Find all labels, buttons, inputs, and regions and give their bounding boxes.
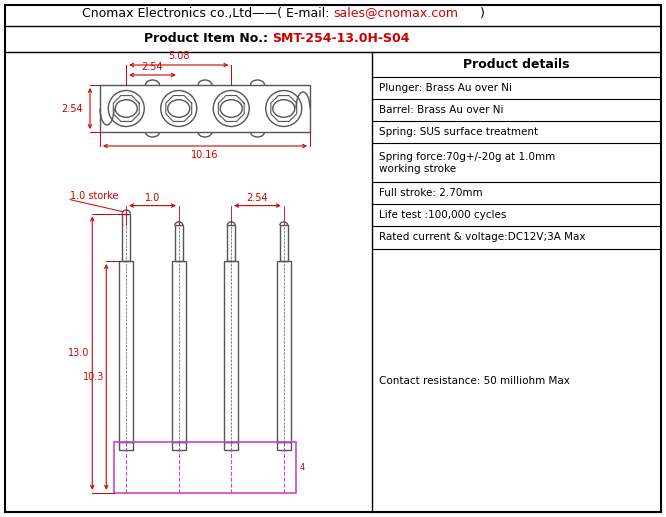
Bar	[224, 442, 238, 450]
Bar	[119, 442, 133, 450]
Text: 1.0: 1.0	[145, 193, 160, 203]
Text: Product details: Product details	[464, 58, 569, 71]
Text: 13.0: 13.0	[68, 348, 89, 358]
Text: working stroke: working stroke	[379, 164, 456, 175]
Bar	[100, 85, 310, 132]
Bar	[277, 442, 291, 450]
Bar	[119, 261, 133, 442]
Text: 10.3: 10.3	[83, 372, 105, 382]
Text: SMT-254-13.0H-S04: SMT-254-13.0H-S04	[272, 33, 410, 45]
Bar	[174, 225, 182, 261]
Text: ): )	[480, 7, 485, 20]
Text: Plunger: Brass Au over Ni: Plunger: Brass Au over Ni	[379, 83, 512, 93]
Text: Barrel: Brass Au over Ni: Barrel: Brass Au over Ni	[379, 105, 503, 115]
Text: Contact resistance: 50 milliohm Max: Contact resistance: 50 milliohm Max	[379, 375, 570, 386]
Bar	[227, 225, 235, 261]
Text: Rated current & voltage:DC12V;3A Max: Rated current & voltage:DC12V;3A Max	[379, 233, 585, 242]
Text: Product Item No.:: Product Item No.:	[144, 33, 272, 45]
Text: 1.0 storke: 1.0 storke	[70, 191, 119, 201]
Text: Spring force:70g+/-20g at 1.0mm: Spring force:70g+/-20g at 1.0mm	[379, 151, 555, 161]
Text: Spring: SUS surface treatment: Spring: SUS surface treatment	[379, 127, 538, 137]
Text: Full stroke: 2.70mm: Full stroke: 2.70mm	[379, 188, 483, 198]
Bar	[172, 261, 186, 442]
Text: 2.54: 2.54	[246, 193, 268, 203]
Bar	[277, 261, 291, 442]
Text: 2.54: 2.54	[61, 103, 83, 114]
Text: sales@cnomax.com: sales@cnomax.com	[333, 7, 458, 20]
Text: Life test :100,000 cycles: Life test :100,000 cycles	[379, 210, 506, 220]
Text: 5.08: 5.08	[168, 51, 190, 61]
Text: 2.54: 2.54	[142, 62, 163, 72]
Bar	[123, 214, 131, 261]
Text: Cnomax Electronics co.,Ltd——( E-mail:: Cnomax Electronics co.,Ltd——( E-mail:	[81, 7, 333, 20]
Bar	[172, 442, 186, 450]
Bar	[224, 261, 238, 442]
Bar	[280, 225, 288, 261]
Text: 4: 4	[300, 463, 305, 472]
Text: 10.16: 10.16	[191, 150, 218, 160]
Bar	[115, 442, 296, 493]
